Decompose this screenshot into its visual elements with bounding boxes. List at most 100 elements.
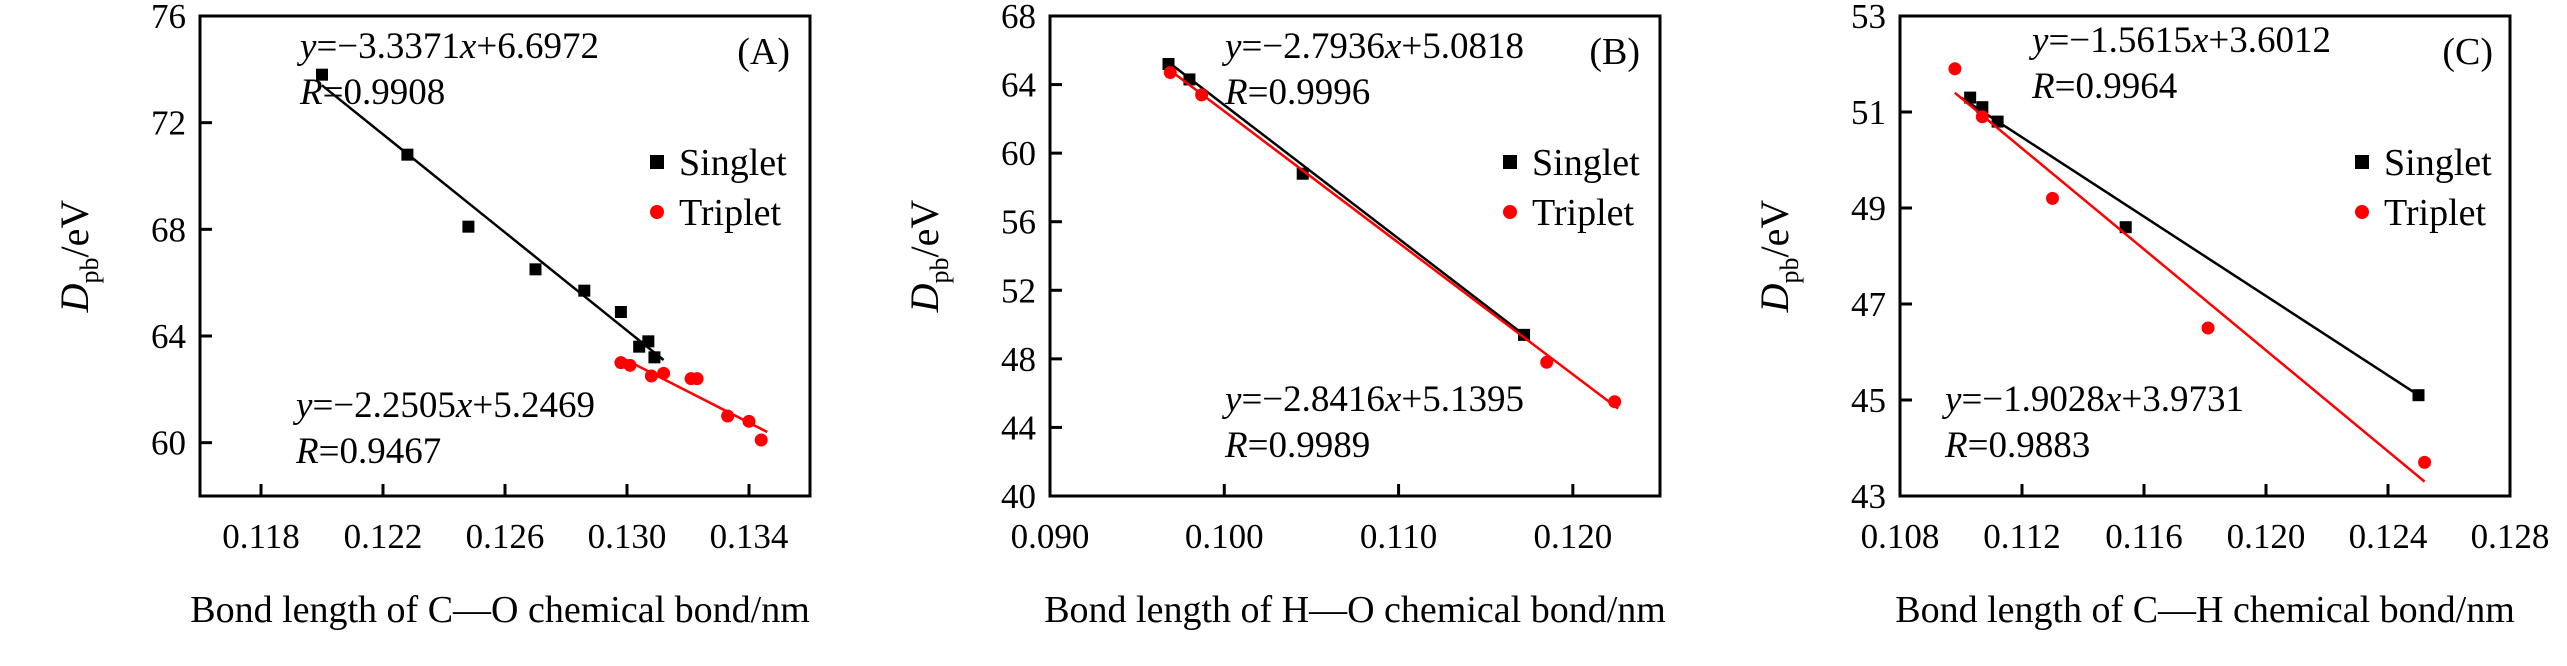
x-tick-label: 0.100 [1185,517,1264,556]
legend-label-singlet: Singlet [1532,142,1640,184]
data-point-triplet [721,409,735,423]
y-tick-label: 64 [151,317,186,356]
data-point-triplet [1948,62,1962,76]
data-point-triplet [690,372,704,386]
y-tick-label: 72 [151,104,186,143]
data-point-singlet [614,306,627,318]
data-point-singlet [578,284,591,297]
x-tick-label: 0.120 [2227,517,2306,556]
plot-frame [1048,14,1662,498]
x-tick-label: 0.126 [466,517,545,556]
y-tick-label: 49 [1851,189,1886,228]
data-point-singlet [401,148,414,161]
x-tick-label: 0.112 [1983,517,2060,556]
data-point-singlet [462,220,475,233]
data-point-singlet [648,351,661,364]
data-point-singlet [633,340,646,353]
legend-label-singlet: Singlet [2384,142,2492,184]
y-tick-label: 53 [1851,0,1886,36]
x-tick-label: 0.124 [2349,517,2428,556]
legend-marker-triplet [2355,205,2369,219]
y-tick-label: 64 [1001,66,1036,105]
fit-equation-singlet: y=−1.5615x+3.6012 [2028,20,2331,61]
y-tick-label: 43 [1851,477,1886,516]
fit-r-value-triplet: R=0.9467 [295,431,441,472]
data-point-singlet [529,263,542,276]
fit-r-value-singlet: R=0.9964 [2031,66,2177,107]
x-tick-label: 0.122 [344,517,423,556]
data-point-triplet [1540,355,1554,369]
data-point-triplet [2418,455,2432,469]
legend-label-singlet: Singlet [679,142,787,184]
x-tick-label: 0.120 [1533,517,1612,556]
chart-panel-1: 0.118 0.122 0.126 0.130 0.134 60 64 68 72 76 Bond … [52,0,812,631]
x-tick-label: 0.090 [1011,517,1090,556]
legend-label-triplet: Triplet [679,192,782,234]
data-point-singlet [2412,389,2425,402]
legend-marker-singlet [1503,155,1517,169]
y-tick-label: 60 [1001,134,1036,173]
data-point-singlet [642,335,655,348]
data-point-triplet [1975,110,1989,124]
data-point-singlet [1964,91,1977,104]
data-point-triplet [657,366,671,380]
y-axis-label: Dpb/eV [1752,200,1804,314]
x-tick-label: 0.110 [1360,517,1437,556]
data-point-triplet [754,433,768,447]
y-tick-label: 47 [1851,285,1886,324]
legend-marker-triplet [650,205,664,219]
fit-line-singlet [1960,96,2420,397]
x-tick-label: 0.108 [1861,517,1940,556]
y-tick-label: 51 [1851,93,1886,132]
y-tick-label: 40 [1001,477,1036,516]
x-axis-label: Bond length of C—H chemical bond/nm [1895,589,2515,631]
legend-label-triplet: Triplet [1532,192,1635,234]
data-point-triplet [623,358,637,372]
data-point-singlet [1518,328,1531,341]
fit-r-value-singlet: R=0.9996 [1224,72,1370,113]
data-point-triplet [742,414,756,428]
fit-equation-triplet: y=−2.8416x+5.1395 [1221,379,1524,420]
y-tick-label: 45 [1851,381,1886,420]
x-tick-label: 0.134 [710,517,789,556]
y-tick-label: 48 [1001,340,1036,379]
x-axis-label: Bond length of H—O chemical bond/nm [1044,589,1666,631]
x-axis-label: Bond length of C—O chemical bond/nm [190,589,810,631]
fit-line-singlet [321,84,665,361]
legend-marker-singlet [650,155,664,169]
y-tick-label: 68 [1001,0,1036,36]
plot-frame [1898,14,2512,498]
y-tick-label: 52 [1001,271,1036,310]
panel-label: (B) [1589,31,1640,73]
legend-marker-singlet [2355,155,2369,169]
x-tick-label: 0.118 [222,517,299,556]
y-tick-label: 44 [1001,408,1036,447]
data-point-singlet [1976,101,1989,114]
panel-label: (A) [737,31,790,73]
chart-panel-3: 0.108 0.112 0.116 0.120 0.124 0.128 43 45 47 49 51… [1752,0,2549,631]
fit-r-value-singlet: R=0.9908 [299,72,445,113]
data-point-triplet [1608,395,1622,409]
data-point-triplet [1195,88,1209,102]
legend-label-triplet: Triplet [2384,192,2487,234]
fit-equation-triplet: y=−1.9028x+3.9731 [1941,379,2244,420]
data-point-singlet [1296,167,1309,180]
data-point-triplet [2046,191,2059,205]
x-tick-label: 0.130 [588,517,667,556]
fit-equation-singlet: y=−2.7936x+5.0818 [1221,26,1524,67]
x-tick-label: 0.116 [2105,517,2182,556]
data-point-triplet [1163,66,1177,80]
data-point-singlet [316,68,328,81]
fit-r-value-triplet: R=0.9883 [1944,425,2090,466]
fit-equation-triplet: y=−2.2505x+5.2469 [292,385,595,426]
y-axis-label: Dpb/eV [52,200,104,314]
chart-panel-2: 0.090 0.100 0.110 0.120 40 44 48 52 56 60 64 68 Bond… [902,0,1666,631]
fit-equation-singlet: y=−3.3371x+6.6972 [296,26,599,67]
fit-line-triplet [1167,68,1619,410]
panel-label: (C) [2442,31,2493,73]
y-axis-label: Dpb/eV [902,200,954,314]
y-tick-label: 68 [151,210,186,249]
fit-line-singlet [1167,61,1525,336]
